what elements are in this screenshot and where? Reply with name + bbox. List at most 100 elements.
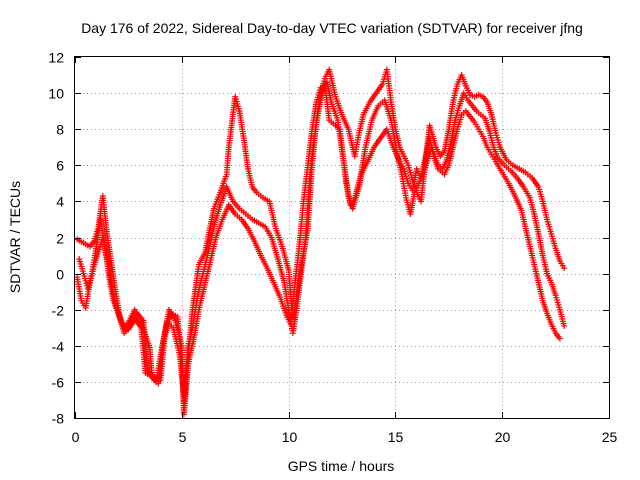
y-tick-label: 0: [56, 267, 64, 283]
interpolated-points: [231, 200, 241, 210]
interpolated-points: [89, 245, 100, 275]
y-tick-label: 10: [48, 86, 64, 102]
interpolated-points: [553, 247, 563, 262]
interpolated-points: [557, 309, 567, 327]
interpolated-points: [302, 173, 313, 239]
interpolated-points: [431, 155, 441, 170]
interpolated-points: [549, 233, 558, 249]
interpolated-points: [463, 85, 473, 96]
interpolated-points: [133, 309, 141, 318]
interpolated-points: [309, 101, 320, 130]
interpolated-points: [361, 101, 372, 116]
y-tick-label: 8: [56, 122, 64, 138]
interpolated-points: [523, 227, 533, 248]
interpolated-points: [91, 226, 101, 242]
interpolated-points: [401, 168, 411, 184]
interpolated-points: [122, 324, 132, 335]
interpolated-points: [462, 92, 470, 101]
interpolated-points: [322, 83, 332, 121]
y-tick-label: 2: [56, 231, 64, 247]
x-axis-label: GPS time / hours: [288, 458, 395, 474]
interpolated-points: [452, 105, 462, 121]
interpolated-points: [146, 346, 155, 376]
interpolated-points: [189, 299, 200, 329]
interpolated-points: [369, 104, 381, 122]
interpolated-points: [232, 96, 242, 112]
interpolated-points: [305, 128, 315, 167]
interpolated-points: [382, 99, 394, 121]
interpolated-points: [155, 345, 166, 385]
interpolated-points: [266, 200, 279, 230]
interpolated-points: [165, 321, 175, 329]
interpolated-points: [398, 161, 406, 170]
interpolated-points: [76, 258, 86, 275]
interpolated-points: [535, 233, 546, 257]
interpolated-points: [294, 263, 305, 293]
interpolated-points: [500, 171, 511, 185]
interpolated-points: [372, 137, 383, 149]
x-tick-label: 10: [282, 429, 298, 445]
interpolated-points: [265, 267, 276, 284]
interpolated-points: [245, 168, 255, 188]
interpolated-points: [238, 207, 247, 216]
interpolated-points: [224, 186, 236, 203]
interpolated-points: [262, 195, 271, 204]
interpolated-points: [549, 323, 558, 334]
interpolated-points: [263, 225, 274, 239]
interpolated-points: [102, 245, 112, 279]
interpolated-points: [333, 95, 345, 116]
interpolated-points: [440, 159, 449, 170]
interpolated-points: [493, 132, 503, 148]
interpolated-points: [337, 128, 350, 185]
interpolated-points: [251, 217, 260, 225]
interpolated-points: [348, 197, 357, 206]
interpolated-points: [356, 114, 366, 134]
interpolated-points: [133, 317, 143, 329]
interpolated-points: [104, 233, 114, 264]
interpolated-points: [281, 281, 292, 311]
interpolated-points: [326, 68, 339, 98]
interpolated-points: [255, 191, 264, 199]
interpolated-points: [464, 109, 472, 118]
interpolated-points: [540, 254, 550, 275]
interpolated-points: [466, 99, 474, 107]
interpolated-points: [140, 319, 151, 371]
interpolated-points: [83, 281, 93, 309]
interpolated-points: [277, 296, 289, 316]
interpolated-points: [384, 68, 394, 103]
interpolated-points: [455, 74, 464, 85]
interpolated-points: [485, 146, 494, 156]
interpolated-points: [352, 173, 364, 199]
interpolated-points: [359, 160, 370, 176]
interpolated-points: [536, 281, 546, 302]
interpolated-points: [100, 195, 110, 235]
data-point: [556, 335, 563, 342]
interpolated-points: [531, 213, 542, 235]
interpolated-points: [192, 308, 202, 336]
interpolated-points: [273, 227, 285, 248]
interpolated-points: [509, 169, 519, 180]
grid-lines: [75, 57, 609, 418]
interpolated-points: [271, 281, 283, 299]
interpolated-points: [484, 101, 494, 116]
interpolated-points: [239, 218, 250, 230]
interpolated-points: [477, 128, 485, 138]
interpolated-points: [491, 146, 501, 159]
interpolated-points: [250, 185, 259, 194]
interpolated-points: [227, 203, 237, 216]
interpolated-points: [245, 212, 254, 221]
interpolated-points: [236, 110, 247, 139]
interpolated-points: [322, 68, 332, 80]
interpolated-points: [540, 200, 550, 221]
interpolated-points: [287, 281, 298, 325]
interpolated-points: [170, 327, 183, 356]
interpolated-points: [79, 300, 88, 309]
y-tick-label: -4: [52, 339, 65, 355]
axis-ticks: 0 5 10 15 20 25 -8 -6 -4 -2 0 2 4 6 8 10 12: [48, 50, 617, 446]
interpolated-points: [88, 239, 96, 248]
y-tick-label: -6: [52, 375, 65, 391]
data-marks: [74, 66, 568, 418]
interpolated-points: [294, 269, 305, 307]
interpolated-points: [172, 319, 185, 347]
interpolated-points: [185, 334, 198, 365]
